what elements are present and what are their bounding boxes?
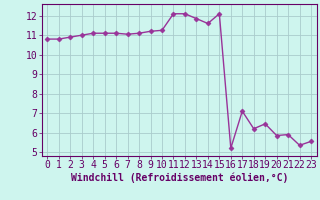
X-axis label: Windchill (Refroidissement éolien,°C): Windchill (Refroidissement éolien,°C) <box>70 173 288 183</box>
